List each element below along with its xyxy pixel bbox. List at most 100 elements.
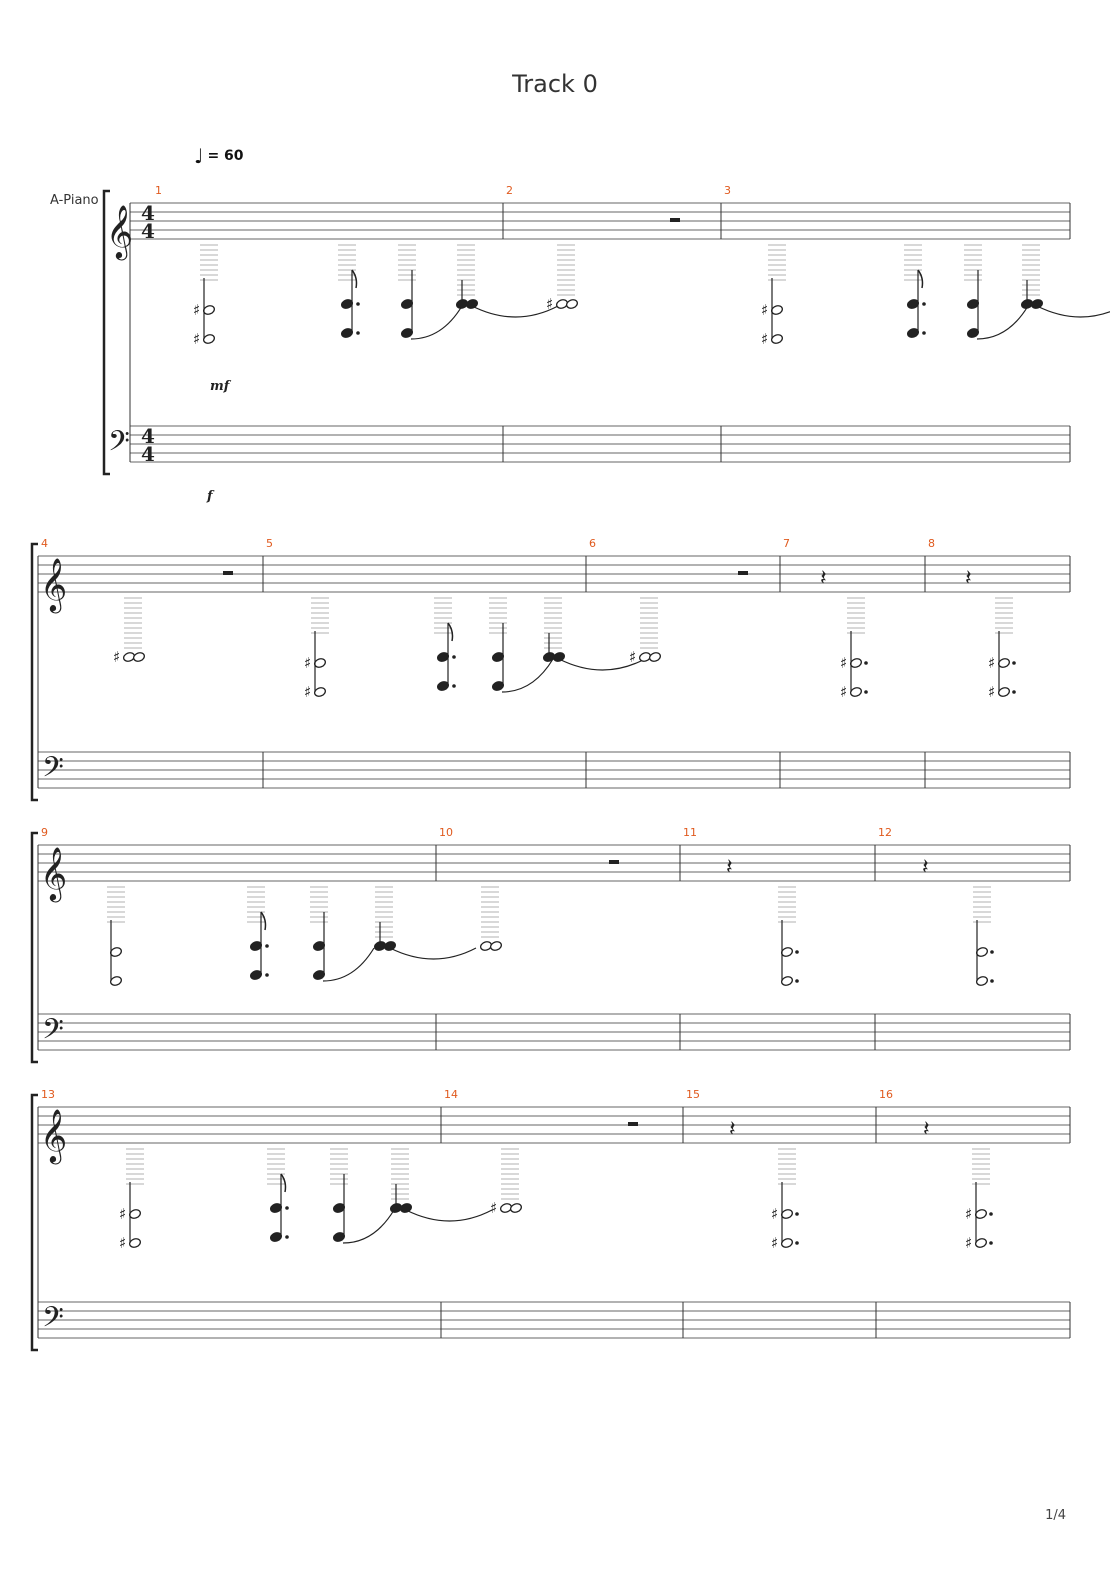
measure-number: 13	[41, 1088, 55, 1101]
sharp-icon: ♯	[119, 1234, 126, 1252]
score-title: Track 0	[512, 70, 598, 98]
system-3: 𝄞 𝄢 9 10 11 𝄽 12 𝄽	[30, 826, 1071, 1064]
dot	[795, 950, 799, 954]
notehead	[771, 334, 783, 344]
tie	[405, 1209, 493, 1222]
dot	[989, 1241, 993, 1245]
sharp-icon: ♯	[490, 1199, 497, 1217]
dot	[452, 655, 456, 659]
bass-clef-icon: 𝄢	[108, 425, 130, 465]
time-signature-denominator: 4	[141, 442, 155, 466]
sharp-icon: ♯	[629, 648, 636, 666]
measure-number: 11	[683, 826, 697, 839]
treble-clef-icon: 𝄞	[106, 204, 133, 260]
tie	[976, 305, 1029, 340]
sharp-icon: ♯	[988, 683, 995, 701]
note-flag	[917, 269, 924, 289]
measure-number: 3	[724, 184, 731, 197]
notehead	[566, 299, 578, 309]
tie	[1036, 305, 1110, 318]
notehead	[781, 1238, 793, 1248]
dot	[265, 973, 269, 977]
tie	[501, 658, 554, 693]
note-flag	[351, 269, 358, 289]
quarter-rest-icon: 𝄽	[726, 855, 733, 880]
notehead	[975, 1238, 987, 1248]
sharp-icon: ♯	[193, 301, 200, 319]
notehead	[400, 1203, 412, 1213]
dot	[989, 1212, 993, 1216]
measure-number: 16	[879, 1088, 893, 1101]
tie	[389, 947, 477, 960]
measure-number: 9	[41, 826, 48, 839]
sharp-icon: ♯	[771, 1205, 778, 1223]
dot	[922, 331, 926, 335]
sharp-icon: ♯	[965, 1234, 972, 1252]
notehead	[133, 652, 145, 662]
sharp-icon: ♯	[761, 330, 768, 348]
grand-staff-bracket	[30, 1093, 38, 1352]
note-flag	[280, 1173, 287, 1193]
quarter-rest-icon: 𝄽	[965, 566, 972, 591]
tempo-value: = 60	[207, 148, 244, 164]
notehead	[466, 299, 478, 309]
half-rest-icon	[738, 571, 748, 575]
quarter-rest-icon: 𝄽	[922, 855, 929, 880]
notehead	[649, 652, 661, 662]
measure-number: 2	[506, 184, 513, 197]
dot	[795, 1212, 799, 1216]
tie	[471, 305, 559, 318]
grand-staff-bracket	[30, 831, 38, 1064]
tempo-marking: ♩ = 60	[194, 144, 244, 168]
dot	[356, 302, 360, 306]
notehead	[314, 687, 326, 697]
sharp-icon: ♯	[771, 1234, 778, 1252]
dot	[265, 944, 269, 948]
grand-staff-bracket	[30, 542, 38, 802]
instrument-label: A-Piano	[50, 193, 99, 208]
bass-clef-icon: 𝄢	[42, 1301, 64, 1341]
dot	[864, 690, 868, 694]
dot	[990, 950, 994, 954]
sharp-icon: ♯	[840, 654, 847, 672]
tie	[558, 658, 646, 671]
system-2: 𝄞 𝄢 4 ♯ 5 ♯ ♯ ♯ 6 7 𝄽 ♯ ♯ 8 𝄽 ♯ ♯	[30, 537, 1071, 802]
time-signature-denominator: 4	[141, 219, 155, 243]
quarter-rest-icon: 𝄽	[729, 1117, 736, 1142]
treble-clef-icon: 𝄞	[40, 557, 67, 613]
dot	[795, 979, 799, 983]
dynamic-bass: f	[206, 489, 215, 504]
note-flag	[260, 911, 267, 931]
measure-number: 7	[783, 537, 790, 550]
notehead	[998, 687, 1010, 697]
sharp-icon: ♯	[193, 330, 200, 348]
treble-clef-icon: 𝄞	[40, 1108, 67, 1164]
time-signature-numerator: 4	[141, 201, 155, 225]
half-rest-icon	[670, 218, 680, 222]
notehead	[850, 687, 862, 697]
dot	[1012, 690, 1016, 694]
measure-number: 1	[155, 184, 162, 197]
quarter-rest-icon: 𝄽	[923, 1117, 930, 1142]
bass-clef-icon: 𝄢	[42, 1013, 64, 1053]
sharp-icon: ♯	[988, 654, 995, 672]
sharp-icon: ♯	[304, 654, 311, 672]
sharp-icon: ♯	[840, 683, 847, 701]
notehead	[781, 976, 793, 986]
measure-number: 4	[41, 537, 48, 550]
sharp-icon: ♯	[113, 648, 120, 666]
system-4: 𝄞 𝄢 13 ♯ ♯ ♯ 14 15 𝄽 ♯ ♯ 16 𝄽 ♯ ♯	[30, 1088, 1071, 1352]
dot	[285, 1206, 289, 1210]
sharp-icon: ♯	[546, 295, 553, 313]
notehead	[110, 976, 122, 986]
notehead	[129, 1238, 141, 1248]
dot	[795, 1241, 799, 1245]
half-rest-icon	[223, 571, 233, 575]
measure-number: 8	[928, 537, 935, 550]
bass-clef-icon: 𝄢	[42, 751, 64, 791]
dot	[864, 661, 868, 665]
dot	[1012, 661, 1016, 665]
grand-staff-bracket	[102, 189, 110, 476]
